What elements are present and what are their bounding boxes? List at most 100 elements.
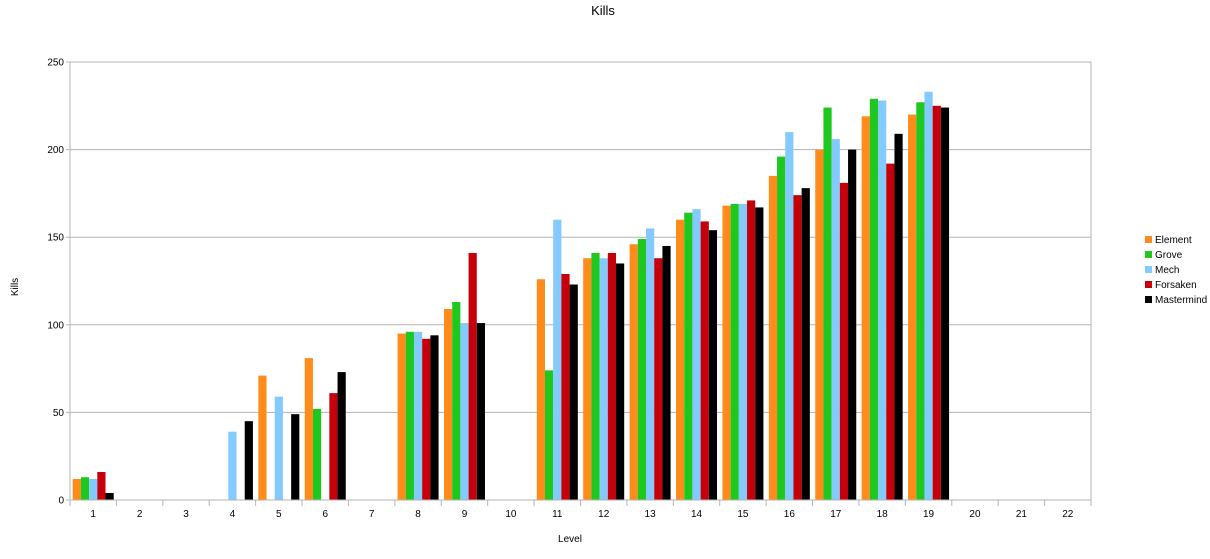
x-tick-label: 22: [1062, 509, 1074, 520]
x-tick-label: 12: [598, 509, 610, 520]
bar-element-level-19: [908, 114, 917, 500]
x-axis-label: Level: [558, 534, 582, 545]
legend-swatch-grove: [1145, 251, 1152, 258]
bar-forsaken-level-1: [97, 471, 106, 500]
bar-element-level-14: [676, 219, 685, 500]
legend-label-mech: Mech: [1155, 265, 1179, 276]
bar-mech-level-11: [553, 219, 562, 500]
bar-grove-level-12: [591, 252, 600, 500]
x-tick-label: 7: [369, 509, 375, 520]
x-tick-label: 3: [183, 509, 189, 520]
legend-label-grove: Grove: [1155, 250, 1183, 261]
bar-mech-level-13: [646, 228, 655, 500]
bar-forsaken-level-18: [886, 163, 895, 500]
x-tick-label: 1: [90, 509, 96, 520]
bar-mech-level-8: [413, 331, 423, 500]
bar-mech-level-4: [228, 431, 237, 500]
bar-element-level-5: [258, 375, 267, 500]
bar-forsaken-level-13: [654, 258, 663, 500]
legend-label-element: Element: [1155, 235, 1192, 246]
x-tick-label: 19: [923, 509, 935, 520]
bar-element-level-11: [536, 279, 545, 500]
bar-mastermind-level-1: [105, 492, 114, 500]
bar-mech-level-17: [831, 139, 840, 500]
legend-label-mastermind: Mastermind: [1155, 295, 1207, 306]
legend: Element Grove Mech Forsaken Mastermind: [1145, 235, 1207, 306]
chart-title: Kills: [591, 3, 615, 18]
bar-element-level-18: [861, 116, 870, 500]
x-tick-label: 16: [784, 509, 796, 520]
bar-grove-level-11: [545, 370, 554, 500]
bar-forsaken-level-12: [607, 252, 616, 500]
x-tick-label: 14: [691, 509, 703, 520]
bar-mech-level-12: [599, 258, 608, 500]
bar-element-level-8: [397, 333, 406, 500]
y-tick-label: 0: [58, 496, 64, 507]
bar-mech-level-16: [785, 132, 794, 500]
bar-forsaken-level-6: [329, 393, 338, 500]
bar-mech-level-9: [460, 323, 469, 500]
bar-forsaken-level-16: [793, 195, 802, 500]
bar-mastermind-level-13: [662, 245, 671, 500]
bar-mech-level-5: [274, 396, 283, 500]
x-tick-label: 13: [645, 509, 657, 520]
x-tick-label: 5: [276, 509, 282, 520]
y-tick-label: 50: [53, 408, 65, 419]
y-tick-label: 100: [47, 320, 64, 331]
bar-forsaken-level-17: [839, 182, 849, 500]
x-tick-label: 4: [230, 509, 236, 520]
bar-grove-level-1: [80, 477, 90, 500]
x-tick-label: 6: [322, 509, 328, 520]
bar-mastermind-level-4: [244, 421, 253, 500]
bar-mastermind-level-11: [569, 284, 578, 500]
bar-grove-level-9: [452, 302, 461, 500]
legend-swatch-mastermind: [1145, 296, 1152, 303]
bar-forsaken-level-14: [700, 221, 709, 500]
bar-grove-level-6: [312, 408, 322, 500]
x-tick-label: 8: [415, 509, 421, 520]
bar-mastermind-level-19: [940, 107, 950, 501]
legend-swatch-mech: [1145, 266, 1152, 273]
x-tick-label: 9: [462, 509, 468, 520]
bar-element-level-13: [629, 244, 638, 500]
bar-mech-level-19: [924, 91, 933, 500]
bar-mastermind-level-14: [708, 230, 718, 500]
bar-forsaken-level-11: [561, 273, 570, 500]
bar-mech-level-15: [738, 203, 748, 500]
bar-forsaken-level-15: [747, 200, 756, 500]
bar-forsaken-level-9: [468, 252, 477, 500]
bar-element-level-17: [815, 149, 824, 500]
bar-mastermind-level-18: [894, 133, 903, 500]
legend-swatch-element: [1145, 236, 1152, 243]
bar-mastermind-level-9: [476, 323, 485, 500]
x-tick-label: 17: [830, 509, 842, 520]
bar-forsaken-level-8: [422, 338, 431, 500]
legend-swatch-forsaken: [1145, 281, 1152, 288]
bar-element-level-6: [304, 358, 313, 500]
bar-mech-level-18: [878, 100, 887, 500]
x-tick-label: 18: [877, 509, 889, 520]
bar-element-level-16: [768, 175, 778, 500]
bar-grove-level-14: [684, 212, 693, 501]
bar-mech-level-1: [89, 478, 98, 500]
x-tick-label: 10: [505, 509, 517, 520]
bar-forsaken-level-19: [932, 105, 941, 501]
bar-grove-level-8: [405, 331, 414, 500]
bars: [72, 91, 950, 501]
bar-grove-level-19: [916, 102, 925, 501]
bar-mastermind-level-16: [801, 188, 810, 500]
x-tick-label: 21: [1016, 509, 1028, 520]
bar-mastermind-level-15: [755, 207, 764, 501]
bar-element-level-15: [722, 205, 731, 500]
bar-element-level-12: [583, 258, 592, 500]
y-axis-label: Kills: [10, 278, 21, 296]
bar-mastermind-level-17: [848, 149, 857, 500]
bar-mastermind-level-6: [337, 372, 346, 500]
bar-grove-level-17: [823, 107, 832, 501]
x-tick-label: 11: [552, 509, 563, 520]
bar-element-level-9: [443, 309, 453, 500]
bar-mastermind-level-12: [616, 263, 625, 500]
y-tick-label: 250: [47, 58, 64, 69]
x-tick-label: 20: [969, 509, 981, 520]
